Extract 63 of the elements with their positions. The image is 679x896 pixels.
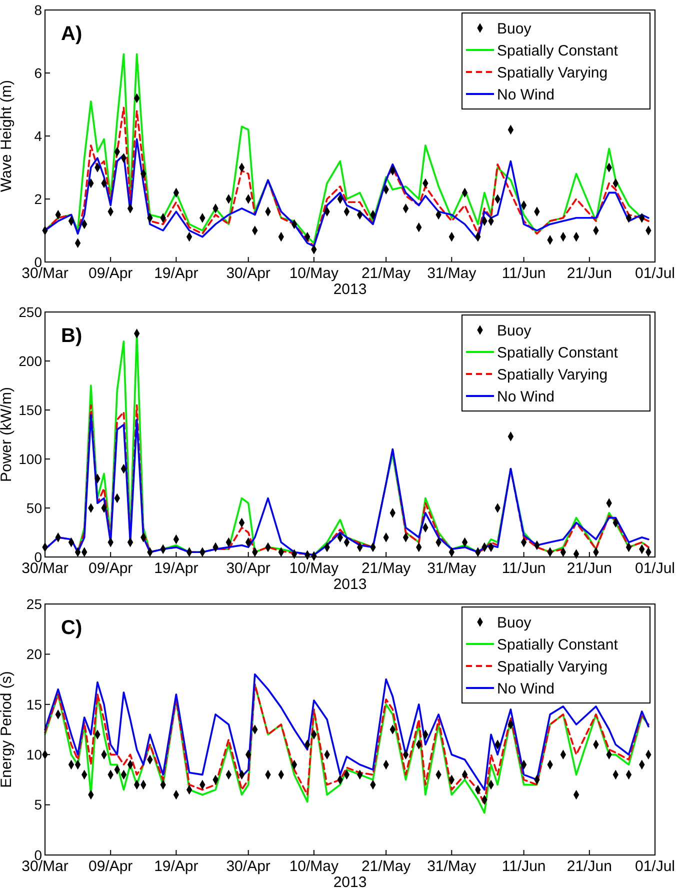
legend-label: Buoy <box>497 614 532 632</box>
legend-label: No Wind <box>497 86 555 104</box>
x-axis-title: 2013 <box>333 576 367 593</box>
x-tick-label: 19/Apr <box>154 560 198 577</box>
x-tick-label: 21/May <box>361 265 412 282</box>
x-tick-label: 31/May <box>427 560 477 577</box>
x-tick-label: 09/Apr <box>88 560 133 577</box>
x-tick-label: 01/Jul <box>634 858 676 875</box>
x-tick-label: 01/Jul <box>634 265 676 282</box>
x-tick-label: 21/Jun <box>566 265 612 282</box>
y-tick-label: 25 <box>26 596 42 612</box>
x-tick-label: 10/May <box>289 858 340 875</box>
x-tick-label: 19/Apr <box>154 265 198 282</box>
y-tick-label: 2 <box>34 190 42 207</box>
x-tick-label: 21/Jun <box>566 858 612 875</box>
x-tick-label: 09/Apr <box>88 265 133 282</box>
x-tick-label: 21/May <box>361 858 412 875</box>
y-tick-label: 20 <box>26 646 42 662</box>
x-tick-label: 09/Apr <box>88 858 133 875</box>
y-tick-label: 200 <box>18 352 42 369</box>
x-tick-label: 21/Jun <box>566 560 612 577</box>
y-tick-label: 6 <box>34 64 42 81</box>
y-axis-title: Power (kW/m) <box>0 387 15 482</box>
x-tick-label: 11/Jun <box>502 265 546 282</box>
x-axis-title: 2013 <box>333 874 367 891</box>
legend-label: Spatially Varying <box>497 64 608 82</box>
x-tick-label: 30/Apr <box>226 560 270 577</box>
text: C) <box>61 617 82 639</box>
x-tick-label: 01/Jul <box>634 560 676 577</box>
x-tick-label: 31/May <box>427 265 477 282</box>
legend-label: Spatially Constant <box>497 42 619 60</box>
y-tick-label: 4 <box>34 128 42 144</box>
text: A) <box>61 23 82 45</box>
x-tick-label: 10/May <box>289 265 340 282</box>
x-tick-label: 31/May <box>427 858 477 875</box>
text: B) <box>61 325 82 347</box>
y-axis-title: Wave Height (m) <box>0 80 15 192</box>
legend-label: Buoy <box>497 322 532 340</box>
line-series <box>44 673 650 791</box>
y-tick-label: 5 <box>34 796 42 813</box>
legend-label: Buoy <box>497 20 532 38</box>
y-tick-label: 100 <box>18 450 42 467</box>
legend-label: Spatially Varying <box>497 658 608 676</box>
x-tick-label: 30/Apr <box>226 265 270 282</box>
x-tick-label: 10/May <box>289 560 340 577</box>
legend-label: No Wind <box>497 680 555 698</box>
y-tick-label: 250 <box>18 304 42 320</box>
legend-label: Spatially Varying <box>497 366 608 384</box>
x-tick-label: 11/Jun <box>502 560 546 577</box>
y-tick-label: 8 <box>34 2 42 18</box>
legend-label: Spatially Constant <box>497 636 619 654</box>
y-tick-label: 10 <box>26 746 42 762</box>
x-tick-label: 19/Apr <box>154 858 198 875</box>
x-tick-label: 30/Apr <box>226 858 270 875</box>
legend-label: Spatially Constant <box>497 344 619 362</box>
legend-label: No Wind <box>497 388 555 406</box>
y-tick-label: 50 <box>26 500 42 516</box>
x-tick-label: 11/Jun <box>502 858 546 875</box>
x-tick-label: 21/May <box>361 560 412 577</box>
y-axis-title: Energy Period (s) <box>0 671 15 788</box>
y-tick-label: 150 <box>18 402 42 418</box>
y-tick-label: 15 <box>26 696 42 712</box>
x-axis-title: 2013 <box>333 281 367 298</box>
